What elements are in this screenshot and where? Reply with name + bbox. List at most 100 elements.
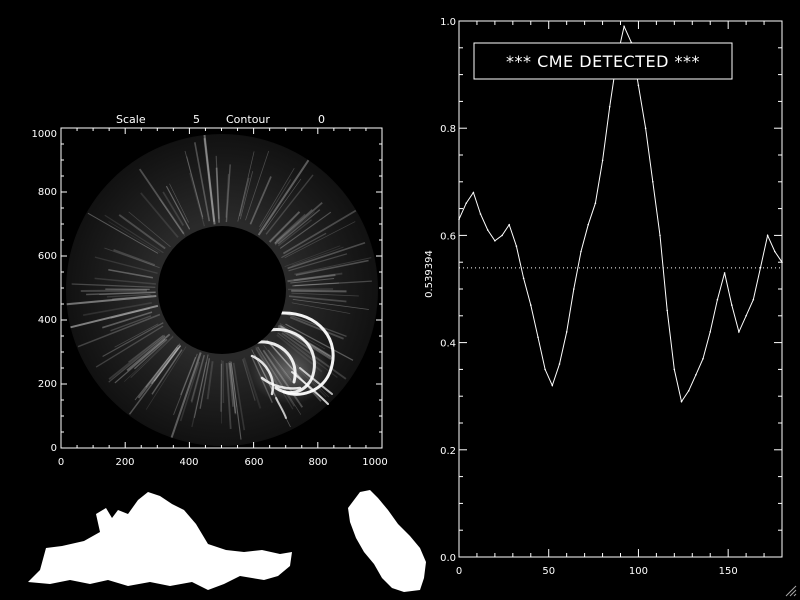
resize-grip-icon[interactable] xyxy=(785,585,797,597)
corona-streamer xyxy=(191,361,207,428)
series-point xyxy=(565,331,568,333)
corona-streamer xyxy=(190,354,205,402)
corona-streamer xyxy=(290,278,335,284)
chart-y-tick-label: 0.2 xyxy=(440,446,456,457)
corona-streamer xyxy=(179,361,200,422)
corona-streamer xyxy=(225,363,232,429)
series-point xyxy=(508,223,511,226)
coronagraph-image xyxy=(66,134,378,446)
corona-streamer xyxy=(277,219,313,247)
series-point xyxy=(558,363,561,365)
series-point xyxy=(623,25,625,28)
corona-streamer xyxy=(257,159,310,236)
chart-frame xyxy=(458,20,783,558)
corona-streamer xyxy=(162,191,185,226)
corona-streamer xyxy=(265,174,314,235)
corona-streamer xyxy=(203,134,216,225)
corona-streamer xyxy=(194,142,211,222)
series-point xyxy=(695,374,697,376)
corona-streamer xyxy=(86,291,156,296)
chart-y-tick-label: 0.4 xyxy=(440,339,456,350)
image-y-tick-label: 800 xyxy=(38,187,57,198)
corona-streamer xyxy=(190,355,206,403)
corona-streamer xyxy=(114,338,166,384)
corona-streamer xyxy=(82,302,152,316)
corona-streamer xyxy=(291,292,359,297)
corona-streamer xyxy=(294,257,372,275)
corona-streamer xyxy=(203,138,216,222)
series-point xyxy=(716,298,719,301)
corona-streamer xyxy=(225,164,231,223)
corona-streamer xyxy=(284,221,356,259)
series-point xyxy=(666,309,668,312)
corona-streamer xyxy=(112,295,152,300)
series-point xyxy=(472,191,475,194)
corona-streamer xyxy=(104,214,164,254)
contour-value: 0 xyxy=(318,113,325,126)
coronagraph-panel: Scale 5 Contour 0 0 200 400 xyxy=(32,113,388,468)
corona-streamer xyxy=(128,211,171,248)
series-point xyxy=(544,368,546,371)
corona-streamer xyxy=(264,178,302,231)
mask-blob-left xyxy=(28,492,292,590)
y-axis-label: 0.539394 xyxy=(424,250,435,298)
series-point xyxy=(709,331,711,333)
series-point xyxy=(766,234,769,237)
corona-streamer xyxy=(291,289,347,293)
corona-streamer xyxy=(94,277,156,285)
image-y-tick-label: 400 xyxy=(38,315,57,326)
corona-streamer xyxy=(133,338,168,370)
corona-streamer xyxy=(288,295,347,303)
cme-glow xyxy=(250,340,330,404)
corona-streamer xyxy=(249,176,272,225)
corona-streamer xyxy=(242,359,256,401)
series-point xyxy=(501,234,503,237)
image-x-tick-label: 1000 xyxy=(362,457,387,468)
series-point xyxy=(551,384,554,387)
series-point xyxy=(537,336,539,339)
image-x-tick-label: 200 xyxy=(115,457,134,468)
corona-streamer xyxy=(243,357,262,409)
series-point xyxy=(515,245,518,247)
corona-streamer xyxy=(274,209,313,244)
chart-y-tick-label: 0.8 xyxy=(440,124,456,135)
image-x-tick-label: 0 xyxy=(58,457,64,468)
series-point xyxy=(486,229,489,231)
corona-streamer xyxy=(199,358,211,409)
corona-streamer xyxy=(232,362,246,431)
corona-streamer xyxy=(222,360,225,404)
image-x-tick-label: 400 xyxy=(179,457,198,468)
corona-streamer xyxy=(108,334,166,380)
corona-streamer xyxy=(87,212,159,254)
corona-streamer xyxy=(77,313,161,348)
scale-value: 5 xyxy=(193,113,200,126)
series-point xyxy=(587,223,589,226)
corona-streamer xyxy=(284,245,341,267)
series-point xyxy=(774,250,776,253)
corona-streamer xyxy=(228,360,237,415)
corona-streamer xyxy=(173,353,198,416)
corona-streamer xyxy=(286,313,347,338)
corona-streamer xyxy=(151,349,183,395)
series-point xyxy=(608,106,611,108)
series-point xyxy=(781,261,783,264)
image-x-tick-label: 600 xyxy=(244,457,263,468)
corona-streamer xyxy=(287,242,366,270)
corona-streamer xyxy=(169,183,189,223)
image-x-tick-labels: 0 200 400 600 800 1000 xyxy=(58,457,388,468)
corona-streamer xyxy=(292,280,372,287)
corona-streamer xyxy=(108,335,166,383)
corona-streamer xyxy=(288,253,348,272)
corona-streamer xyxy=(126,333,171,372)
corona-streamer xyxy=(215,155,220,219)
corona-streamer xyxy=(134,344,179,401)
corona-streamer xyxy=(228,362,234,407)
corona-streamer xyxy=(277,209,321,245)
series-point xyxy=(494,240,496,242)
corona-streamer xyxy=(118,214,166,250)
corona-streamer xyxy=(292,299,369,310)
scale-label: Scale xyxy=(116,113,146,126)
image-y-tick-label: 0 xyxy=(51,443,57,454)
chart-y-tick-label: 0.6 xyxy=(440,231,456,242)
